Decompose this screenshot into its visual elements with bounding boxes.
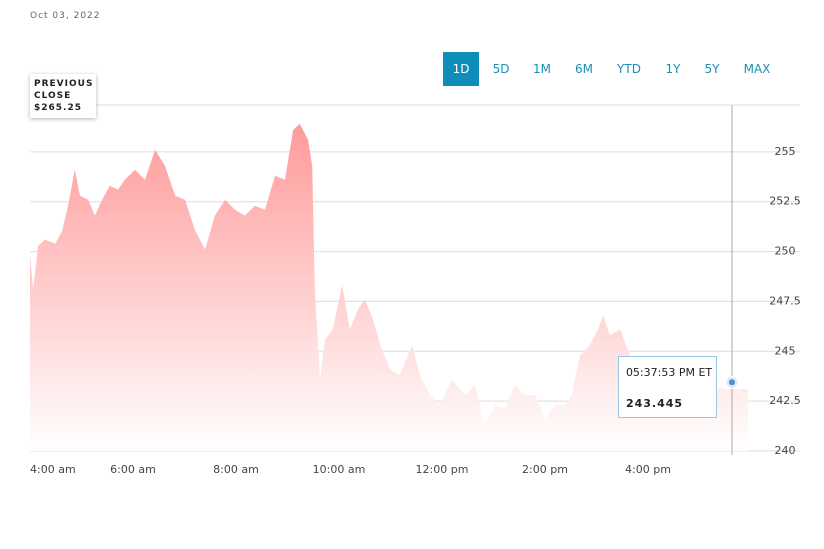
x-tick-label: 2:00 pm bbox=[522, 463, 568, 476]
tooltip-time: 05:37:53 PM ET bbox=[625, 366, 713, 380]
range-button[interactable]: 6M bbox=[575, 62, 593, 76]
tooltip-value: 243.445 bbox=[625, 397, 684, 411]
y-tick-label: 242.5 bbox=[769, 394, 801, 407]
x-tick-label: 6:00 am bbox=[110, 463, 156, 476]
x-tick-label: 12:00 pm bbox=[416, 463, 469, 476]
range-button[interactable]: 1M bbox=[533, 62, 551, 76]
y-tick-label: 247.5 bbox=[769, 294, 801, 307]
previous-close-label: PREVIOUS CLOSE bbox=[34, 79, 94, 101]
y-tick-label: 240 bbox=[775, 444, 796, 457]
x-tick-label: 4:00 am bbox=[30, 463, 76, 476]
y-tick-label: 250 bbox=[775, 245, 796, 258]
previous-close-value: $265.25 bbox=[34, 103, 82, 113]
range-button[interactable]: YTD bbox=[617, 62, 641, 76]
y-tick-label: 245 bbox=[775, 344, 796, 357]
range-button[interactable]: 1Y bbox=[665, 62, 681, 76]
range-button[interactable]: 1D bbox=[443, 52, 479, 86]
date: Oct 03, 2022 bbox=[30, 11, 101, 21]
range-button[interactable]: 5Y bbox=[704, 62, 720, 76]
y-tick-label: 255 bbox=[775, 145, 796, 158]
x-tick-label: 4:00 pm bbox=[625, 463, 671, 476]
tooltip: 05:37:53 PM ET 243.445 bbox=[617, 356, 717, 419]
range-button[interactable]: 5D bbox=[492, 62, 510, 76]
range-button[interactable]: MAX bbox=[743, 62, 771, 76]
tooltip-dot-core bbox=[728, 379, 735, 386]
previous-close: PREVIOUS CLOSE $265.25 bbox=[30, 74, 96, 118]
y-tick-label: 252.5 bbox=[769, 195, 801, 208]
x-tick-label: 8:00 am bbox=[213, 463, 259, 476]
x-tick-label: 10:00 am bbox=[313, 463, 366, 476]
price-area bbox=[30, 123, 748, 452]
